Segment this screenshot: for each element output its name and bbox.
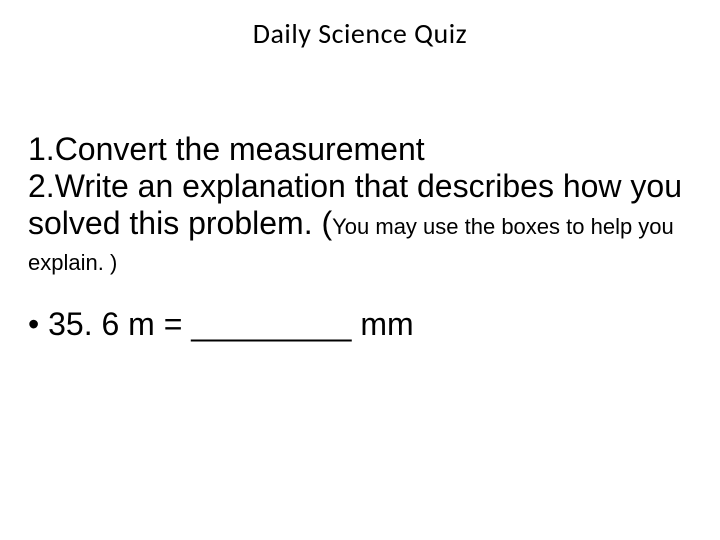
slide-body: 1.Convert the measurement 2.Write an exp… — [0, 51, 720, 343]
question-line: • 35. 6 m = _________ mm — [28, 306, 700, 343]
slide-title: Daily Science Quiz — [0, 0, 720, 51]
item-number: 1. — [28, 131, 55, 167]
slide: Daily Science Quiz 1.Convert the measure… — [0, 0, 720, 540]
item-number: 2. — [28, 168, 55, 204]
list-item: 2.Write an explanation that describes ho… — [28, 168, 700, 278]
item-text: Convert the measurement — [55, 131, 425, 167]
list-item: 1.Convert the measurement — [28, 131, 700, 168]
